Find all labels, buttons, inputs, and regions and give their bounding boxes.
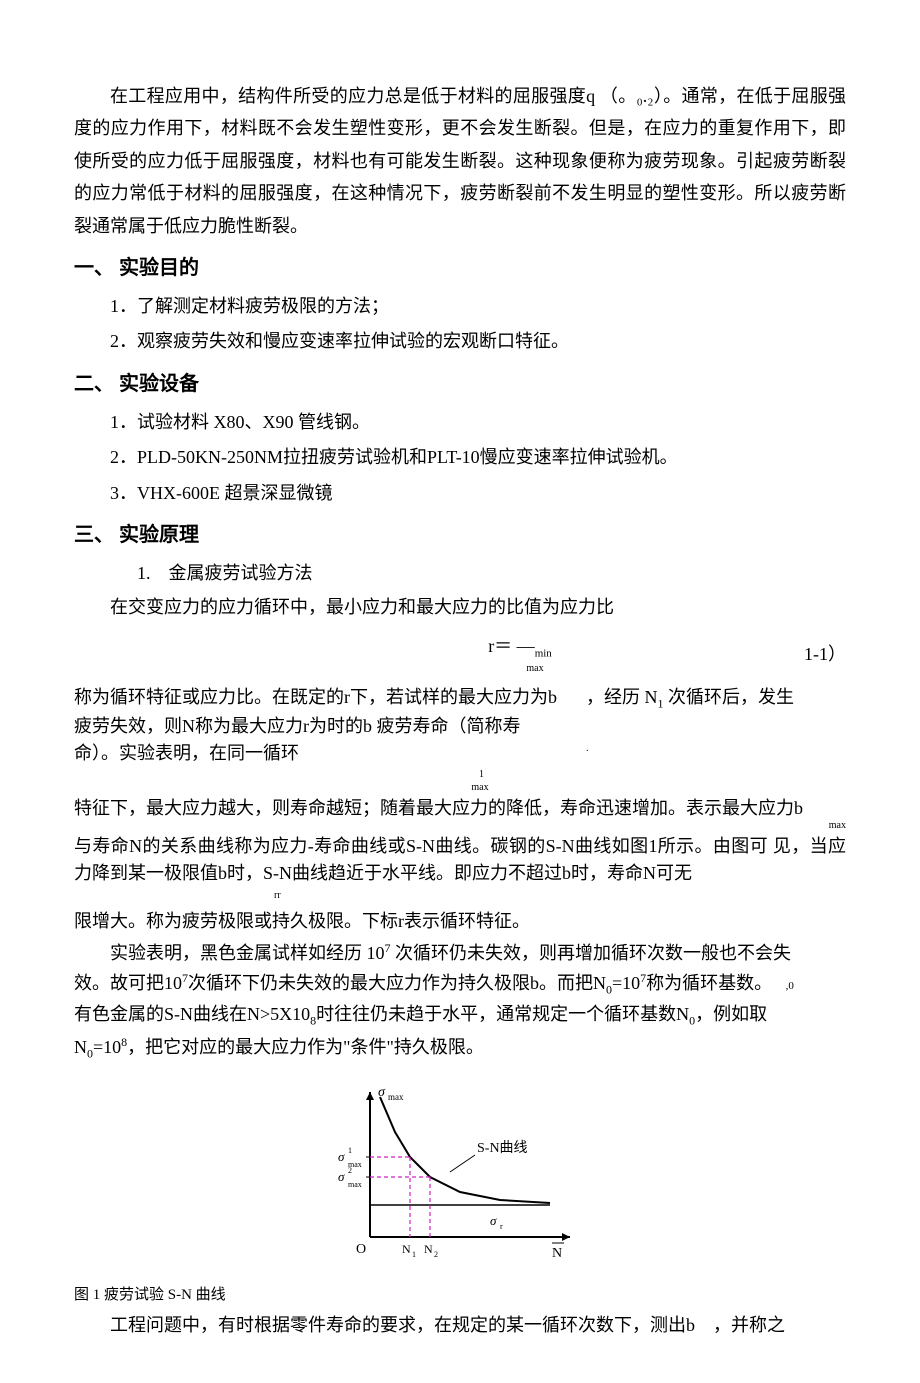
svg-text:2: 2	[348, 1166, 352, 1175]
svg-text:max: max	[388, 1092, 404, 1102]
para6b-eq: =10	[612, 973, 640, 993]
para9-tail: ，并称之	[713, 1315, 785, 1335]
para3-block: 特征下，最大应力越大，则寿命越短；随着最大应力的降低，寿命迅速增加。表示最大应力…	[74, 795, 846, 833]
para6a: 实验表明，黑色金属试样如经历 107 次循环仍未失效，则再增加循环次数一般也不会…	[74, 939, 846, 967]
section3-item1: 1. 金属疲劳试验方法	[137, 557, 846, 589]
section3-heading: 三、 实验原理	[74, 517, 846, 553]
para6a-text: 实验表明，黑色金属试样如经历 10	[110, 943, 385, 963]
para7: 有色金属的S-N曲线在N>5X108时往往仍未趋于水平，通常规定一个循环基数N0…	[74, 1001, 846, 1030]
para4: 与寿命N的关系曲线称为应力-寿命曲线或S-N曲线。碳钢的S-N曲线如图1所示。由…	[74, 833, 846, 887]
svg-text:N: N	[402, 1242, 411, 1256]
section2-item3: 3．VHX-600E 超景深显微镜	[110, 477, 846, 509]
section2-heading: 二、 实验设备	[74, 366, 846, 402]
section1-item2: 2．观察疲劳失效和慢应变速率拉伸试验的宏观断口特征。	[110, 325, 846, 357]
item1-text: 金属疲劳试验方法	[169, 563, 313, 583]
section3-para1: 在交变应力的应力循环中，最小应力和最大应力的比值为应力比	[74, 591, 846, 623]
svg-text:σ: σ	[338, 1169, 345, 1184]
para9: 工程问题中，有时根据零件寿命的要求，在规定的某一循环次数下，测出b ，并称之	[74, 1309, 846, 1341]
figure-1: σmaxσ1maxσ2maxS-N曲线σrON1N2N	[74, 1077, 846, 1277]
section1-item1: 1．了解测定材料疲劳极限的方法；	[110, 290, 846, 322]
formula-expression: r＝ —min max	[74, 630, 786, 678]
para8-tail: ，把它对应的最大应力作为"条件"持久极限。	[127, 1037, 484, 1057]
svg-text:σ: σ	[490, 1213, 497, 1228]
section1-heading: 一、 实验目的	[74, 250, 846, 286]
para2d: 疲劳失效，则N称为最大应力r为时的b 疲劳寿命（简称寿	[74, 716, 521, 736]
para6b-small: ,0	[786, 980, 794, 992]
para2b: ，经历 N	[586, 687, 658, 707]
para5: 限增大。称为疲劳极限或持久极限。下标r表示循环特征。	[74, 905, 846, 937]
para8: N0=108，把它对应的最大应力作为"条件"持久极限。	[74, 1031, 846, 1065]
section2-item1: 1．试验材料 X80、X90 管线钢。	[110, 406, 846, 438]
sn-curve-chart: σmaxσ1maxσ2maxS-N曲线σrON1N2N	[330, 1077, 590, 1267]
para4-sub: rr	[74, 887, 846, 905]
small-1: 1	[74, 767, 484, 782]
para8-mid: =10	[93, 1037, 121, 1057]
para4-text: 与寿命N的关系曲线称为应力-寿命曲线或S-N曲线。碳钢的S-N曲线如图1所示。由…	[74, 836, 846, 883]
para6b: 效。故可把107次循环下仍未失效的最大应力作为持久极限b。而把N0=107称为循…	[74, 969, 846, 999]
svg-text:max: max	[348, 1180, 362, 1189]
formula-sub-min: min	[535, 647, 552, 659]
para7-text: 有色金属的S-N曲线在N>5X10	[74, 1004, 310, 1024]
para8-text: N	[74, 1037, 87, 1057]
para7-tail: ，例如取	[695, 1004, 767, 1024]
formula-row: r＝ —min max 1-1）	[74, 630, 846, 678]
item1-label: 1.	[137, 563, 151, 583]
small-max: max	[74, 780, 846, 795]
small-note-dot: .	[586, 713, 846, 767]
svg-text:2: 2	[434, 1250, 438, 1259]
formula-main: r＝ —	[488, 636, 535, 656]
svg-text:O: O	[356, 1242, 366, 1257]
figure-1-caption: 图 1 疲劳试验 S-N 曲线	[74, 1282, 846, 1309]
svg-text:S-N曲线: S-N曲线	[477, 1140, 528, 1156]
section2-item2: 2．PLD-50KN-250NM拉扭疲劳试验机和PLT-10慢应变速率拉伸试验机…	[110, 441, 846, 473]
para7-mid: 时往往仍未趋于水平，通常规定一个循环基数N	[316, 1004, 689, 1024]
svg-text:N: N	[424, 1242, 433, 1256]
svg-text:r: r	[500, 1222, 503, 1231]
formula-sub-max: max	[254, 660, 786, 678]
section3-para2-block: 称为循环特征或应力比。在既定的r下，若试样的最大应力为b ，经历 N 1 次循环后…	[74, 684, 846, 795]
intro-paragraph: 在工程应用中，结构件所受的应力总是低于材料的屈服强度q （。₀.₂）。通常，在低…	[74, 80, 846, 242]
para3-sub: max	[74, 818, 846, 833]
svg-text:σ: σ	[338, 1149, 345, 1164]
para2a: 称为循环特征或应力比。在既定的r下，若试样的最大应力为b	[74, 687, 557, 707]
formula-number: 1-1）	[786, 638, 846, 670]
para6b-tail: 称为循环基数。	[646, 973, 772, 993]
svg-text:1: 1	[348, 1146, 352, 1155]
para2e: 命）。实验表明，在同一循环	[74, 743, 299, 763]
svg-text:N: N	[552, 1246, 562, 1261]
para6b-mid: 次循环下仍未失效的最大应力作为持久极限b。而把N	[188, 973, 606, 993]
para3: 特征下，最大应力越大，则寿命越短；随着最大应力的降低，寿命迅速增加。表示最大应力…	[74, 798, 803, 818]
para6a-tail: 次循环仍未失效，则再增加循环次数一般也不会失	[391, 943, 792, 963]
svg-text:1: 1	[412, 1250, 416, 1259]
svg-text:σ: σ	[378, 1085, 386, 1100]
para6b-text: 效。故可把10	[74, 973, 182, 993]
para9-text: 工程问题中，有时根据零件寿命的要求，在规定的某一循环次数下，测出b	[110, 1315, 695, 1335]
para2c: 次循环后，发生	[664, 687, 795, 707]
